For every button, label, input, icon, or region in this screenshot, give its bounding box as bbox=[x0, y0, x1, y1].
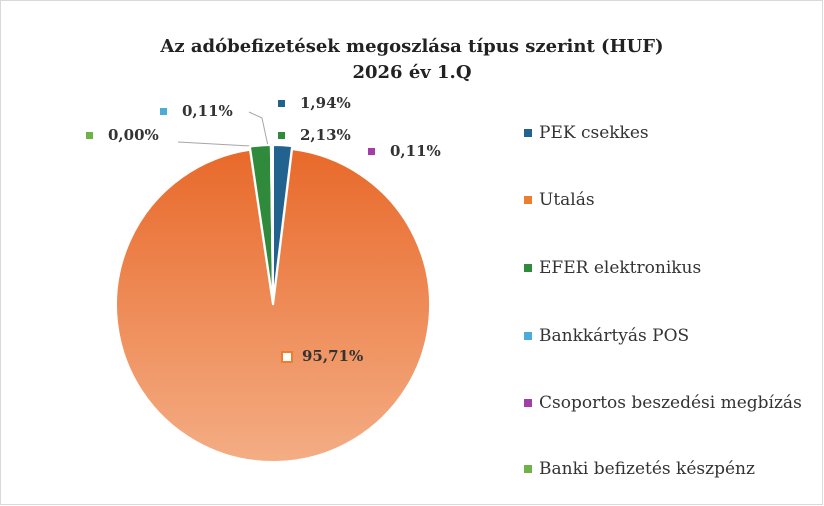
legend-item: Bankkártyás POS bbox=[520, 325, 814, 347]
data-label: 2,13% bbox=[300, 126, 351, 144]
leader-line bbox=[248, 111, 269, 147]
label-marker bbox=[278, 132, 285, 139]
label-marker bbox=[278, 100, 285, 107]
legend-label: Bankkártyás POS bbox=[539, 326, 690, 346]
legend-item: EFER elektronikus bbox=[520, 257, 814, 279]
legend-label: Csoportos beszedési megbízás bbox=[539, 393, 802, 413]
legend-item: Csoportos beszedési megbízás bbox=[520, 392, 814, 414]
legend-swatch bbox=[524, 465, 532, 473]
legend-label: Utalás bbox=[539, 190, 595, 210]
data-label: 1,94% bbox=[300, 94, 351, 112]
data-label: 0,00% bbox=[108, 126, 159, 144]
data-label: 0,11% bbox=[182, 102, 233, 120]
label-marker bbox=[86, 132, 93, 139]
legend-swatch bbox=[524, 399, 532, 407]
legend-item: PEK csekkes bbox=[520, 122, 814, 144]
legend-swatch bbox=[524, 264, 532, 272]
legend-label: PEK csekkes bbox=[539, 123, 649, 143]
data-label: 0,11% bbox=[390, 142, 441, 160]
pie-slice bbox=[115, 148, 432, 463]
chart-subtitle: 2026 év 1.Q bbox=[352, 62, 471, 83]
label-marker bbox=[281, 351, 293, 363]
legend-label: EFER elektronikus bbox=[539, 258, 702, 278]
legend-swatch bbox=[524, 332, 532, 340]
legend-swatch bbox=[524, 129, 532, 137]
legend-item: Utalás bbox=[520, 189, 814, 211]
legend-item: Banki befizetés készpénz bbox=[520, 458, 814, 480]
chart-title: Az adóbefizetések megoszlása típus szeri… bbox=[159, 36, 663, 57]
data-label: 95,71% bbox=[302, 347, 363, 365]
leader-line bbox=[177, 141, 251, 147]
label-marker bbox=[368, 148, 375, 155]
legend-swatch bbox=[524, 196, 532, 204]
label-marker bbox=[160, 108, 167, 115]
legend-label: Banki befizetés készpénz bbox=[539, 459, 755, 479]
